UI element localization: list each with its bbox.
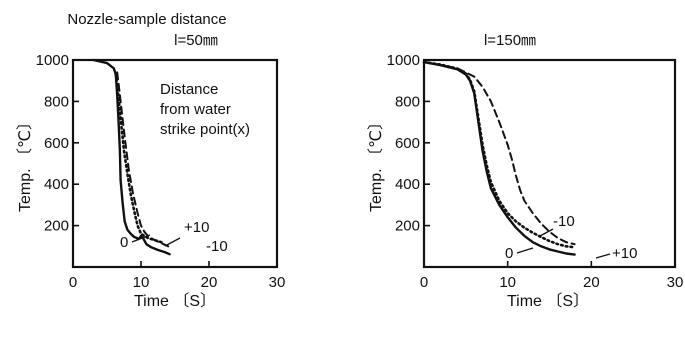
series-label-plus10: +10 bbox=[184, 219, 209, 236]
chart-subtitle: l=50㎜ bbox=[174, 32, 218, 49]
annotation-line-2: from water bbox=[160, 101, 231, 118]
y-tick-label: 800 bbox=[395, 93, 420, 110]
x-tick-label: 0 bbox=[420, 274, 428, 291]
y-ticks: 1000 800 600 400 200 bbox=[387, 52, 430, 235]
series-line-dotted bbox=[422, 60, 576, 249]
y-tick-label: 800 bbox=[44, 93, 69, 110]
series-label-0-leader bbox=[516, 247, 534, 254]
y-axis-label: Temp. 〔℃〕 bbox=[367, 114, 385, 212]
series-label-0: 0 bbox=[505, 245, 513, 262]
y-tick-label: 1000 bbox=[387, 52, 420, 69]
y-tick-label: 600 bbox=[44, 135, 69, 152]
plot-frame bbox=[422, 58, 677, 269]
x-tick-label: 10 bbox=[499, 274, 516, 291]
x-tick-label: 30 bbox=[269, 274, 286, 291]
series-label-minus10: -10 bbox=[206, 238, 228, 255]
y-tick-label: 400 bbox=[395, 176, 420, 193]
y-tick-label: 400 bbox=[44, 176, 69, 193]
series-label-minus10-leader bbox=[539, 228, 554, 237]
chart-title: Nozzle-sample distance bbox=[67, 11, 226, 28]
chart-left: Nozzle-sample distance l=50㎜ 0 10 20 30 100… bbox=[16, 11, 285, 310]
x-tick-label: 20 bbox=[583, 274, 600, 291]
plot-frame bbox=[71, 58, 279, 269]
series-line-dashed bbox=[423, 61, 576, 246]
series-line-dashed bbox=[116, 71, 170, 248]
y-tick-label: 600 bbox=[395, 135, 420, 152]
x-tick-label: 20 bbox=[201, 274, 218, 291]
y-ticks: 1000 800 600 400 200 bbox=[36, 52, 79, 235]
x-tick-label: 10 bbox=[133, 274, 150, 291]
series-line-solid bbox=[422, 60, 576, 256]
y-tick-label: 200 bbox=[44, 218, 69, 235]
y-tick-label: 200 bbox=[395, 218, 420, 235]
series-label-minus10: -10 bbox=[553, 213, 575, 230]
series-line-dotted bbox=[114, 73, 163, 244]
series-group bbox=[92, 58, 171, 256]
x-ticks: 0 10 20 30 bbox=[420, 261, 684, 291]
annotation-line-3: strike point(x) bbox=[160, 121, 250, 138]
series-label-plus10-leader bbox=[595, 253, 611, 259]
x-tick-label: 0 bbox=[69, 274, 77, 291]
chart-right: l=150㎜ 0 10 20 30 1000 800 600 400 200 Time 〔S〕… bbox=[367, 32, 683, 310]
x-axis-label: Time 〔S〕 bbox=[507, 292, 589, 310]
series-label-plus10-leader bbox=[164, 237, 181, 247]
y-tick-label: 1000 bbox=[36, 52, 69, 69]
series-group bbox=[422, 60, 576, 256]
x-tick-label: 30 bbox=[667, 274, 684, 291]
series-label-plus10: +10 bbox=[612, 245, 637, 262]
chart-title: l=150㎜ bbox=[484, 32, 536, 49]
series-label-0-leader bbox=[131, 234, 151, 243]
x-axis-label: Time 〔S〕 bbox=[134, 292, 216, 310]
y-axis-label: Temp. 〔℃〕 bbox=[16, 114, 34, 212]
annotation-line-1: Distance bbox=[160, 81, 218, 98]
x-ticks: 0 10 20 30 bbox=[69, 261, 286, 291]
series-line-solid bbox=[92, 58, 171, 256]
series-label-0: 0 bbox=[120, 234, 128, 251]
